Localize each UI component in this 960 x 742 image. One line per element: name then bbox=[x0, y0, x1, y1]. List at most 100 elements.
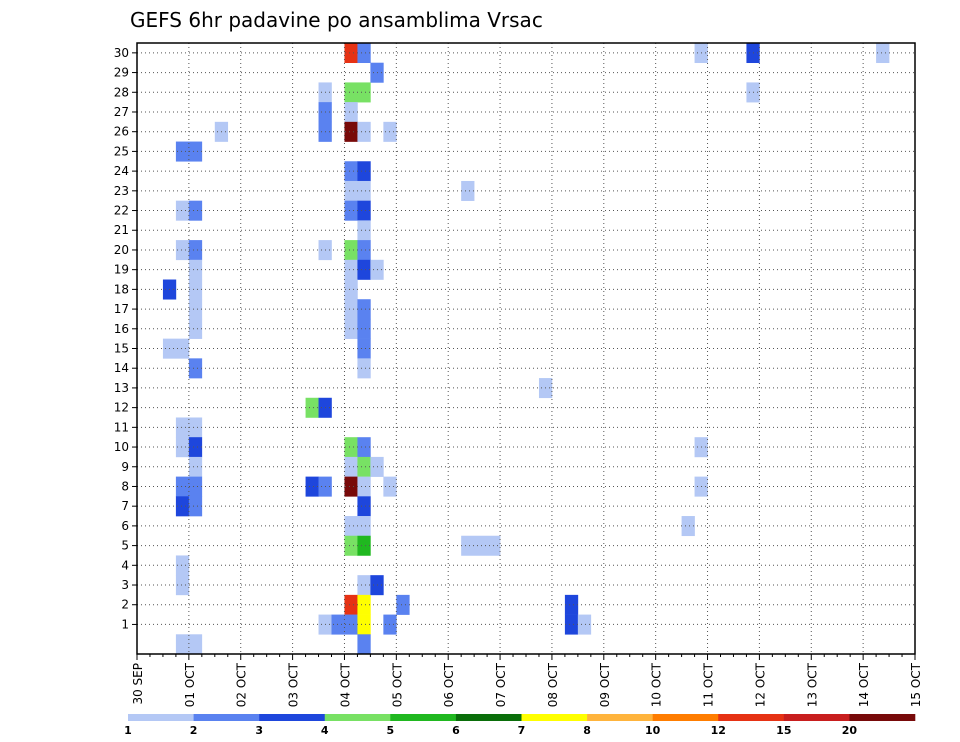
colorbar-label: 2 bbox=[190, 724, 198, 737]
y-tick-label: 2 bbox=[121, 598, 129, 612]
y-tick-label: 18 bbox=[114, 282, 129, 296]
heatmap-cell bbox=[344, 121, 358, 142]
y-tick-label: 1 bbox=[121, 617, 129, 631]
x-tick-label: 03 OCT bbox=[287, 662, 301, 707]
heatmap-cell bbox=[188, 358, 203, 379]
y-tick-label: 28 bbox=[114, 85, 129, 99]
heatmap-cell bbox=[175, 575, 190, 596]
x-tick-label: 08 OCT bbox=[546, 662, 560, 707]
x-tick-label: 01 OCT bbox=[183, 662, 197, 707]
x-tick-label: 06 OCT bbox=[442, 662, 456, 707]
heatmap-cell bbox=[876, 43, 890, 64]
heatmap-cell bbox=[188, 299, 203, 320]
y-tick-label: 3 bbox=[121, 578, 129, 592]
y-tick-label: 11 bbox=[114, 420, 129, 434]
x-tick-label: 09 OCT bbox=[598, 662, 612, 707]
heatmap-cell bbox=[357, 575, 371, 596]
colorbar-swatch bbox=[324, 714, 391, 721]
colorbar-swatch bbox=[259, 714, 326, 721]
heatmap-cell bbox=[564, 594, 579, 615]
heatmap-cell bbox=[344, 437, 358, 458]
y-tick-label: 30 bbox=[114, 46, 129, 60]
heatmap-cell bbox=[564, 614, 579, 635]
heatmap-cell bbox=[357, 161, 371, 182]
colorbar-label: 12 bbox=[711, 724, 726, 737]
y-tick-label: 9 bbox=[121, 460, 129, 474]
heatmap-cell bbox=[357, 299, 371, 320]
heatmap-cell bbox=[344, 535, 358, 556]
y-tick-label: 16 bbox=[114, 322, 129, 336]
heatmap-cell bbox=[396, 594, 410, 615]
heatmap-cell bbox=[188, 240, 203, 261]
heatmap-cell bbox=[357, 240, 371, 261]
colorbar-swatch bbox=[849, 714, 916, 721]
y-tick-label: 24 bbox=[114, 164, 129, 178]
heatmap-cell bbox=[357, 43, 371, 64]
colorbar-swatch bbox=[521, 714, 588, 721]
heatmap-cell bbox=[577, 614, 592, 635]
y-tick-label: 21 bbox=[114, 223, 129, 237]
heatmap-cell bbox=[681, 516, 695, 537]
heatmap-cell bbox=[357, 121, 371, 142]
x-tick-label: 04 OCT bbox=[338, 662, 352, 707]
colorbar-swatch bbox=[783, 714, 850, 721]
heatmap-cell bbox=[357, 338, 371, 359]
heatmap-cell bbox=[357, 456, 371, 477]
heatmap-cell bbox=[344, 102, 358, 123]
heatmap-cell bbox=[344, 594, 358, 615]
heatmap-cell bbox=[344, 43, 358, 64]
heatmap-cell bbox=[188, 456, 203, 477]
x-tick-label: 15 OCT bbox=[909, 662, 923, 707]
heatmap-cell bbox=[357, 318, 371, 339]
colorbar-swatch bbox=[587, 714, 653, 721]
colorbar-label: 20 bbox=[842, 724, 858, 737]
y-tick-label: 8 bbox=[121, 479, 129, 493]
heatmap-cell bbox=[357, 200, 371, 221]
heatmap-cell bbox=[188, 279, 203, 300]
heatmap-cell bbox=[162, 338, 190, 359]
y-tick-label: 25 bbox=[114, 144, 129, 158]
heatmap-cell bbox=[175, 496, 190, 517]
x-tick-label: 14 OCT bbox=[857, 662, 871, 707]
colorbar-label: 8 bbox=[583, 724, 591, 737]
heatmap-cell bbox=[357, 437, 371, 458]
heatmap-cell bbox=[344, 200, 358, 221]
x-tick-label: 10 OCT bbox=[650, 662, 664, 707]
heatmap-cell bbox=[331, 614, 345, 635]
y-tick-label: 22 bbox=[114, 204, 129, 218]
heatmap-cell bbox=[357, 614, 371, 635]
heatmap-cell bbox=[175, 437, 190, 458]
colorbar-label: 4 bbox=[321, 724, 329, 737]
heatmap-cells bbox=[162, 43, 890, 655]
colorbar-label: 3 bbox=[255, 724, 263, 737]
heatmap-cell bbox=[175, 555, 190, 576]
colorbar-swatch bbox=[128, 714, 194, 721]
colorbar-label: 15 bbox=[776, 724, 791, 737]
y-tick-label: 7 bbox=[121, 499, 129, 513]
heatmap-cell bbox=[357, 358, 371, 379]
y-tick-label: 4 bbox=[121, 558, 129, 572]
colorbar-swatch bbox=[718, 714, 785, 721]
y-tick-label: 20 bbox=[114, 243, 129, 257]
colorbar-label: 1 bbox=[124, 724, 132, 737]
chart-title: GEFS 6hr padavine po ansamblima Vrsac bbox=[130, 8, 543, 32]
y-tick-label: 29 bbox=[114, 66, 129, 80]
heatmap-cell bbox=[357, 220, 371, 241]
heatmap-cell bbox=[344, 476, 358, 497]
x-axis-ticks: 30 SEP 01 OCT 02 OCT 03 OCT 04 OCT 05 OCT 06 O… bbox=[131, 654, 923, 707]
y-tick-label: 14 bbox=[114, 361, 129, 375]
y-tick-label: 12 bbox=[114, 401, 129, 415]
heatmap-cell bbox=[305, 476, 319, 497]
grid-lines bbox=[137, 43, 915, 654]
y-tick-label: 23 bbox=[114, 184, 129, 198]
heatmap-cell bbox=[357, 634, 371, 655]
heatmap-cell bbox=[357, 594, 371, 615]
heatmap-cell bbox=[357, 476, 371, 497]
heatmap-cell bbox=[188, 259, 203, 280]
colorbar-label: 10 bbox=[645, 724, 661, 737]
heatmap-cell bbox=[175, 240, 190, 261]
heatmap-cell bbox=[188, 437, 203, 458]
heatmap-cell bbox=[461, 180, 475, 201]
heatmap-cell bbox=[188, 200, 203, 221]
